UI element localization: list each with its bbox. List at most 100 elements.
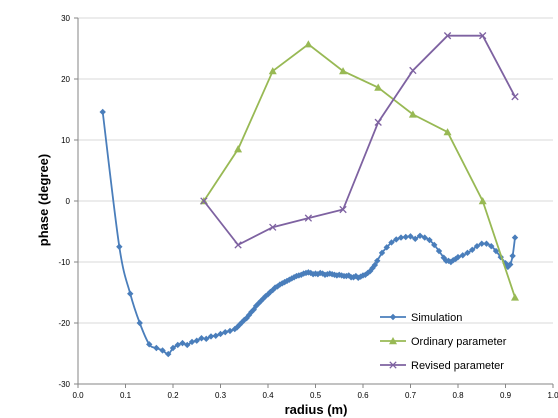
y-tick-label: 20	[61, 75, 70, 84]
data-point-revised-parameter	[200, 197, 208, 205]
data-point-simulation	[454, 253, 462, 261]
data-point-simulation	[188, 338, 196, 346]
x-tick-label: 0.7	[405, 391, 417, 400]
data-point-simulation	[241, 316, 248, 324]
data-point-simulation	[212, 332, 219, 340]
data-point-simulation	[207, 333, 215, 340]
data-point-simulation	[179, 339, 186, 347]
data-point-simulation	[222, 328, 229, 336]
data-point-simulation	[426, 236, 433, 244]
data-point-simulation	[469, 246, 476, 253]
data-point-simulation	[388, 239, 395, 246]
x-marker-stroke	[443, 32, 452, 40]
data-point-simulation	[198, 335, 205, 342]
legend-entry-simulation: Simulation	[380, 312, 462, 324]
legend-entry-ordinary-parameter: Ordinary parameter	[380, 336, 507, 348]
data-point-ordinary-parameter	[234, 145, 243, 153]
gridlines	[78, 17, 553, 324]
data-point-simulation	[136, 319, 143, 327]
data-point-simulation	[473, 242, 481, 250]
data-point-simulation	[397, 234, 405, 241]
data-point-revised-parameter	[443, 32, 452, 40]
x-marker-stroke	[389, 361, 397, 369]
data-point-revised-parameter	[409, 66, 417, 75]
y-tick-label: 10	[61, 136, 70, 145]
legend-swatch-marker	[389, 313, 397, 321]
series-revised-parameter	[200, 32, 519, 249]
data-point-simulation	[203, 335, 210, 343]
legend-label: Ordinary parameter	[411, 336, 507, 348]
axes	[74, 17, 554, 388]
x-tick-label: 0.4	[262, 391, 274, 400]
data-point-simulation	[374, 257, 381, 264]
data-point-revised-parameter	[339, 205, 347, 214]
series-line-ordinary-parameter	[203, 43, 516, 298]
x-marker-stroke	[269, 223, 277, 231]
tick-labels: 30 20 10 0 -10 -20 -300.0 0.1 0.2 0.3 0.4 0.5 0.6 0.7…	[58, 14, 558, 400]
data-point-simulation	[146, 341, 153, 348]
data-point-simulation	[509, 252, 516, 260]
data-point-ordinary-parameter	[268, 67, 277, 75]
legend-swatch-marker	[389, 337, 397, 345]
x-tick-label: 1.0	[547, 391, 558, 400]
data-point-simulation	[393, 236, 400, 243]
data-point-simulation	[412, 235, 419, 243]
data-point-ordinary-parameter	[374, 83, 383, 91]
data-point-simulation	[174, 341, 181, 349]
data-point-simulation	[492, 247, 500, 255]
x-marker-stroke	[374, 118, 382, 126]
data-point-simulation	[99, 108, 106, 116]
data-point-revised-parameter	[479, 32, 487, 40]
x-tick-label: 0.0	[72, 391, 84, 400]
data-point-simulation	[507, 261, 514, 268]
x-tick-label: 0.8	[452, 391, 464, 400]
y-tick-label: 0	[66, 197, 71, 206]
data-point-simulation	[153, 344, 160, 352]
series-line-revised-parameter	[203, 34, 516, 247]
legend-swatch-marker	[389, 361, 397, 369]
x-marker-stroke	[304, 214, 313, 222]
x-tick-label: 0.6	[357, 391, 369, 400]
data-point-simulation	[245, 311, 253, 319]
data-point-ordinary-parameter	[408, 110, 417, 118]
legend-label: Revised parameter	[411, 360, 504, 372]
data-point-simulation	[184, 341, 191, 349]
data-point-simulation	[459, 252, 466, 259]
data-point-ordinary-parameter	[304, 40, 313, 48]
data-point-simulation	[488, 242, 495, 250]
data-point-simulation	[238, 319, 246, 326]
y-tick-label: -30	[58, 380, 70, 389]
data-point-simulation	[402, 233, 409, 241]
data-point-simulation	[165, 350, 172, 358]
data-point-simulation	[217, 330, 224, 338]
data-point-revised-parameter	[234, 241, 242, 249]
y-tick-label: -20	[58, 319, 70, 328]
series-simulation	[99, 108, 519, 358]
data-series	[99, 32, 519, 358]
x-marker-stroke	[234, 241, 242, 249]
data-point-simulation	[407, 233, 414, 240]
legend-entry-revised-parameter: Revised parameter	[380, 360, 504, 372]
x-tick-label: 0.2	[167, 391, 179, 400]
data-point-simulation	[383, 244, 390, 251]
x-tick-label: 0.1	[120, 391, 132, 400]
data-point-revised-parameter	[374, 118, 382, 126]
x-marker-stroke	[339, 205, 347, 214]
data-point-simulation	[193, 337, 200, 344]
data-point-revised-parameter	[269, 223, 277, 231]
data-point-simulation	[127, 290, 134, 297]
legend-label: Simulation	[411, 312, 462, 324]
x-axis-title: radius (m)	[285, 402, 348, 417]
x-marker-stroke	[200, 197, 208, 205]
y-tick-label: -10	[58, 258, 70, 267]
data-point-ordinary-parameter	[339, 67, 348, 75]
data-point-simulation	[421, 234, 428, 241]
x-marker-stroke	[511, 93, 519, 101]
data-point-ordinary-parameter	[478, 197, 487, 205]
data-point-simulation	[226, 327, 234, 335]
x-tick-label: 0.5	[310, 391, 322, 400]
data-point-simulation	[159, 347, 166, 354]
data-point-simulation	[464, 249, 471, 257]
data-point-simulation	[231, 325, 238, 333]
